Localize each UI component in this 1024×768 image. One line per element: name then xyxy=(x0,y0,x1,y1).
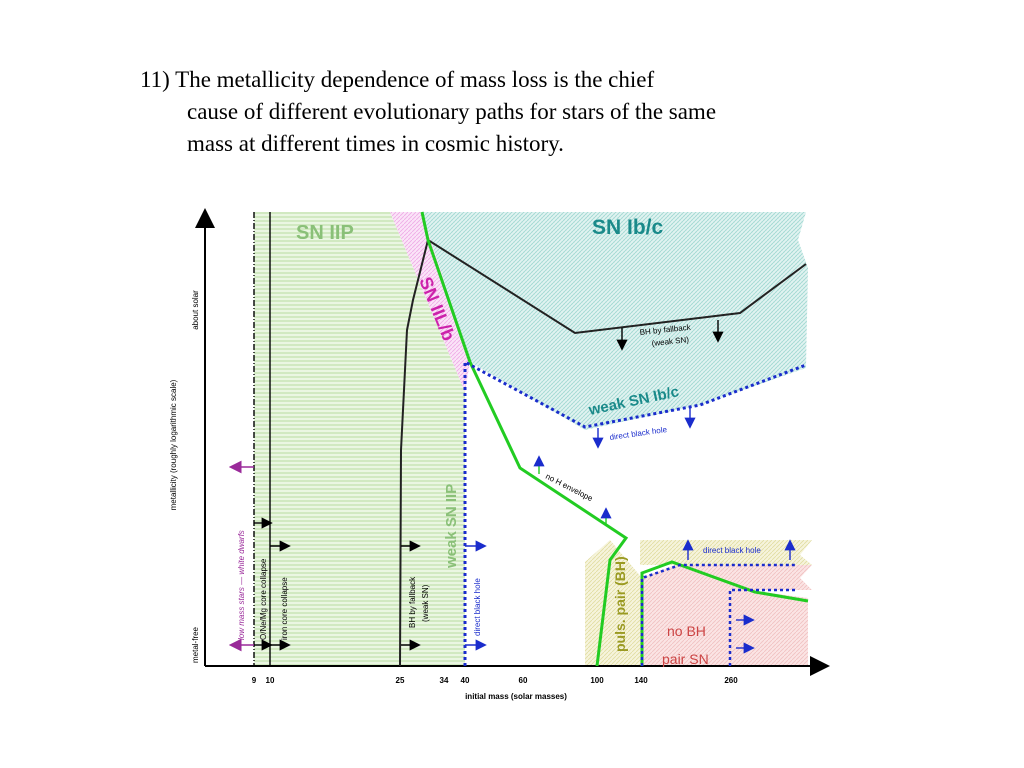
x-tick-40: 40 xyxy=(461,676,470,685)
blue-dotted-boundary-lower xyxy=(640,563,795,666)
region-sn-iilb xyxy=(390,212,470,392)
x-tick-labels: 9 10 25 34 40 60 100 140 260 xyxy=(252,676,738,685)
slide-line-1: 11) The metallicity dependence of mass l… xyxy=(140,67,655,92)
x-tick-34: 34 xyxy=(440,676,449,685)
label-iron-collapse: iron core collapse xyxy=(280,577,289,640)
black-boundary-line xyxy=(399,238,807,667)
x-axis-label: initial mass (solar masses) xyxy=(465,692,567,701)
x-tick-10: 10 xyxy=(266,676,275,685)
label-puls-pair: puls. pair (BH) xyxy=(612,556,628,652)
region-sn-iip xyxy=(254,212,465,666)
label-sn-ibc: SN Ib/c xyxy=(592,216,664,239)
y-bottom-label: metal-free xyxy=(191,626,200,663)
blue-dotted-boundary-bottom xyxy=(728,588,795,666)
label-bh-fallback-low-2: (weak SN) xyxy=(421,584,430,622)
label-no-bh: no BH xyxy=(667,623,706,639)
slide-text: 11) The metallicity dependence of mass l… xyxy=(140,64,900,160)
label-pair-sn: pair SN xyxy=(662,651,709,667)
x-tick-9: 9 xyxy=(252,676,257,685)
green-boundary-line xyxy=(420,211,629,667)
region-sn-ibc xyxy=(422,212,808,430)
y-top-label: about solar xyxy=(191,290,200,330)
region-pair-sn xyxy=(642,563,808,666)
slide-line-3: mass at different times in cosmic histor… xyxy=(187,131,564,156)
region-lower-right-band xyxy=(680,565,812,590)
x-tick-60: 60 xyxy=(519,676,528,685)
label-bh-fallback-low-1: BH by fallback xyxy=(408,576,417,628)
slide-line-2: cause of different evolutionary paths fo… xyxy=(187,99,717,124)
region-puls-pair xyxy=(585,540,642,666)
label-direct-bh-right: direct black hole xyxy=(703,546,761,555)
label-direct-bh-vertical: direct black hole xyxy=(473,578,482,636)
label-low-mass-stars: low mass stars — white dwarfs xyxy=(237,530,246,640)
x-tick-260: 260 xyxy=(724,676,738,685)
label-sn-iip: SN IIP xyxy=(296,222,354,244)
label-direct-bh-upper: direct black hole xyxy=(609,425,668,442)
x-tick-100: 100 xyxy=(590,676,604,685)
label-bh-fallback-top-2: (weak SN) xyxy=(651,335,689,348)
x-tick-140: 140 xyxy=(634,676,648,685)
x-tick-25: 25 xyxy=(396,676,405,685)
label-onemg-collapse: O/Ne/Mg core collapse xyxy=(259,558,268,640)
y-axis-label: metallicity (roughly logarithmic scale) xyxy=(169,379,178,510)
label-weak-sn-iip: weak SN IIP xyxy=(443,484,460,569)
blue-dotted-boundary xyxy=(463,359,807,666)
